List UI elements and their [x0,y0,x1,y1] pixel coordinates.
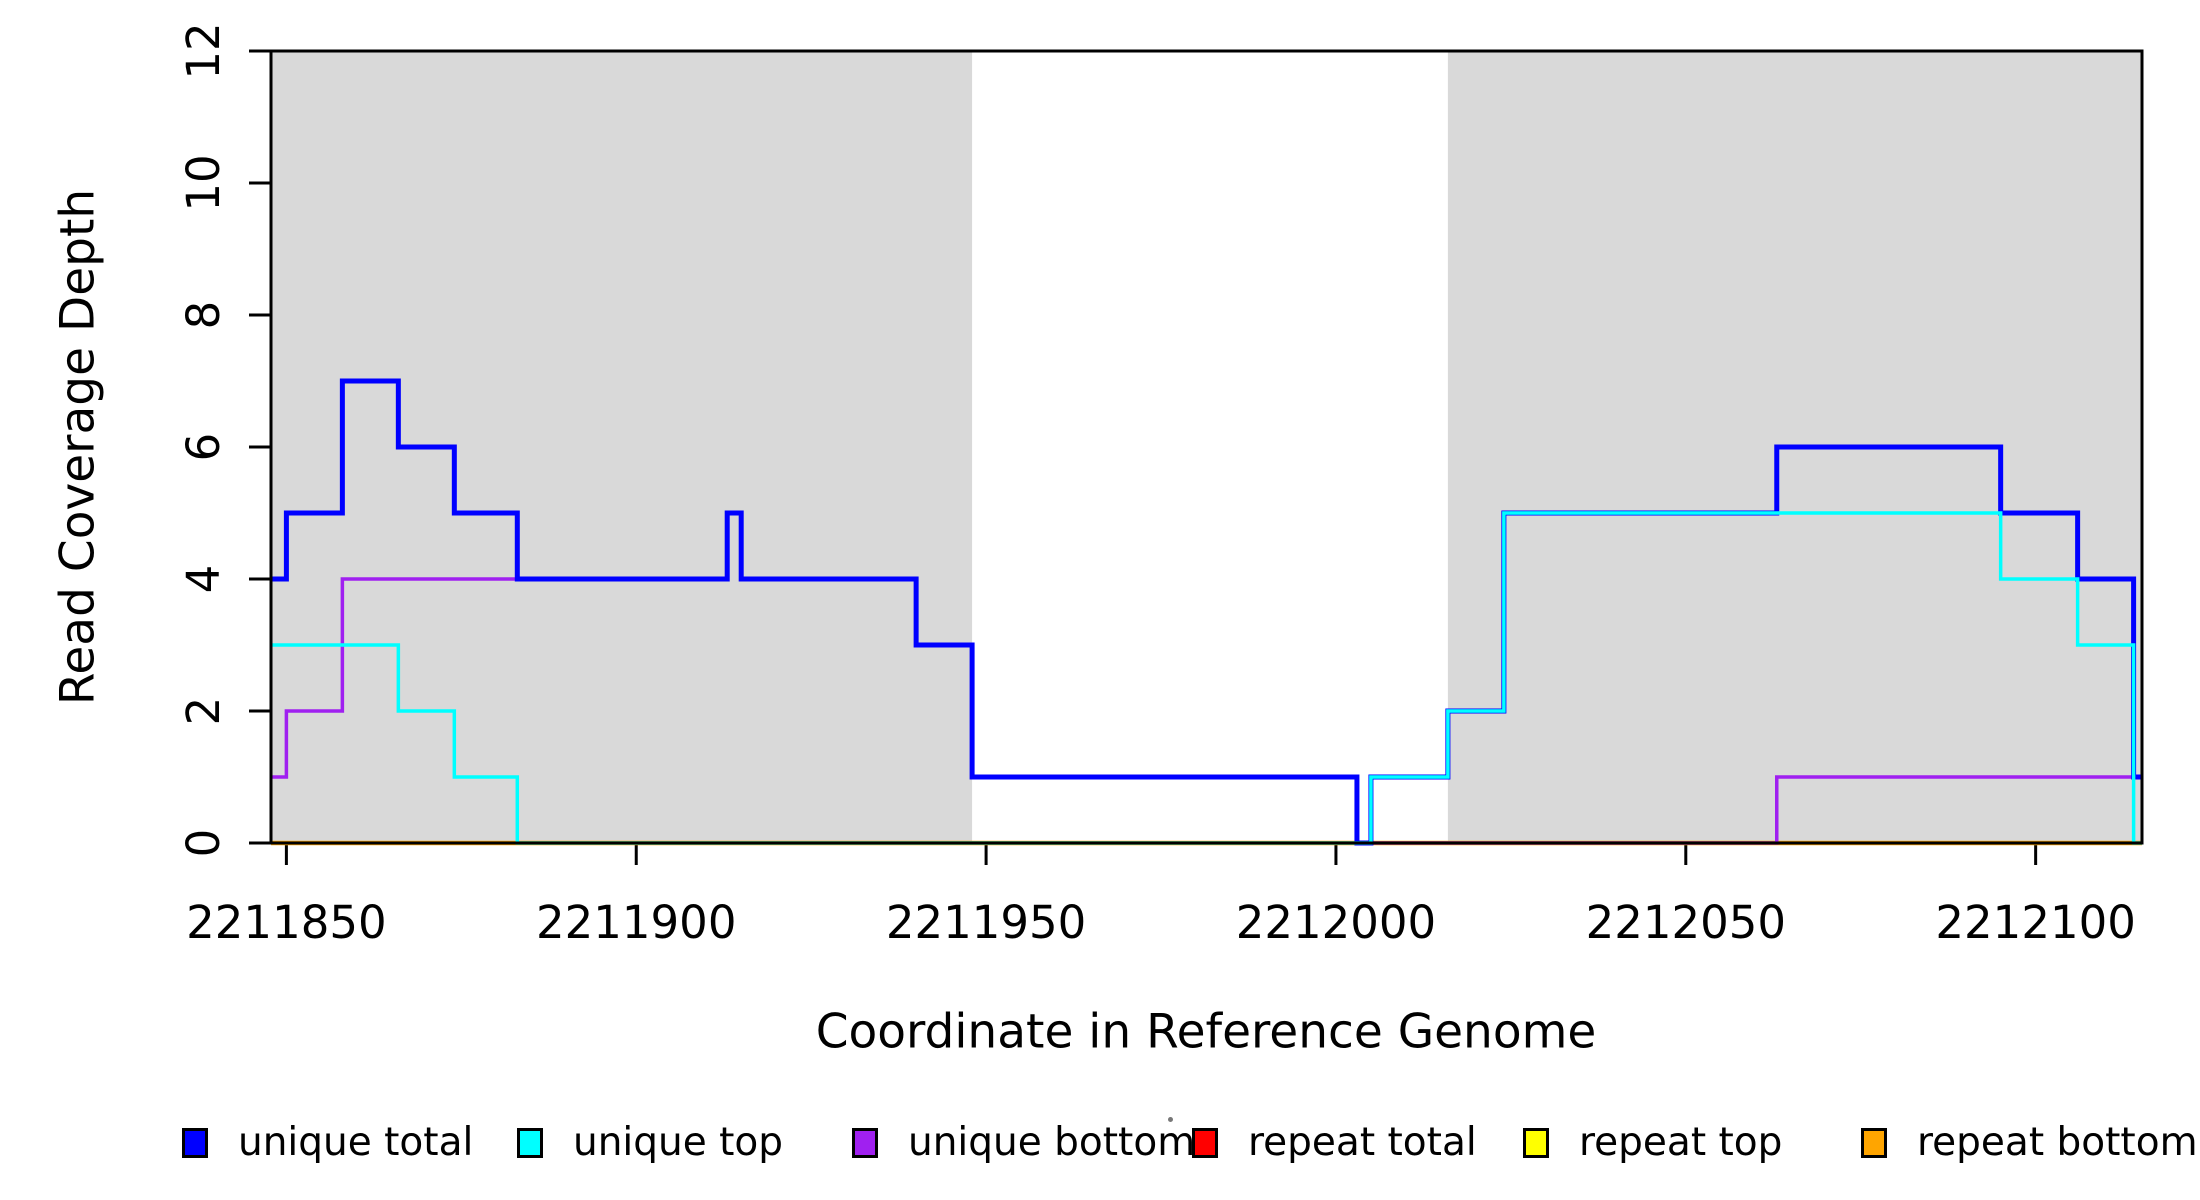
legend-swatch-unique-top [517,1127,543,1158]
series-line-unique-total [271,378,2142,846]
legend-label: unique top [573,1120,784,1165]
x-tick-label: 2212100 [1935,896,2135,949]
plot-box [269,49,2144,845]
unique-region-shading [271,51,973,843]
series-line-unique-top [271,511,2142,845]
legend-item-repeat-bottom: repeat bottom [1861,1120,2198,1165]
legend-item-repeat-total: repeat total [1192,1120,1477,1165]
y-tick-label: 4 [177,565,230,594]
y-tick-label: 12 [177,22,230,79]
legend-swatch-repeat-top [1523,1127,1549,1158]
y-tick-label: 2 [177,697,230,726]
y-tick-label: 6 [177,433,230,462]
legend-swatch-unique-total [182,1127,208,1158]
legend: unique total unique top unique bottom repea… [0,0,2200,1165]
legend-label: unique total [238,1120,474,1165]
legend-item-repeat-top: repeat top [1523,1120,1782,1165]
x-tick-label: 2211900 [536,896,736,949]
y-tick-label: 8 [177,301,230,330]
legend-label: unique bottom [908,1120,1196,1165]
legend-swatch-repeat-bottom [1861,1127,1887,1158]
stray-dot [1168,1117,1173,1122]
legend-label: repeat top [1579,1120,1783,1165]
x-tick-label: 2212000 [1236,896,1436,949]
y-tick-label: 10 [177,154,230,211]
legend-swatch-repeat-total [1192,1127,1218,1158]
legend-label: repeat total [1248,1120,1477,1165]
x-tick-label: 2212050 [1586,896,1786,949]
legend-item-unique-total: unique total [182,1120,473,1165]
legend-label: repeat bottom [1917,1120,2198,1165]
legend-item-unique-bottom: unique bottom [852,1120,1195,1165]
x-tick-label: 2211950 [886,896,1086,949]
y-axis-title: Read Coverage Depth [50,188,106,706]
legend-item-unique-top: unique top [517,1120,783,1165]
legend-swatch-unique-bottom [852,1127,878,1158]
x-axis-title: Coordinate in Reference Genome [815,1004,1597,1060]
y-tick-label: 0 [177,829,230,858]
x-tick-label: 2211850 [186,896,386,949]
